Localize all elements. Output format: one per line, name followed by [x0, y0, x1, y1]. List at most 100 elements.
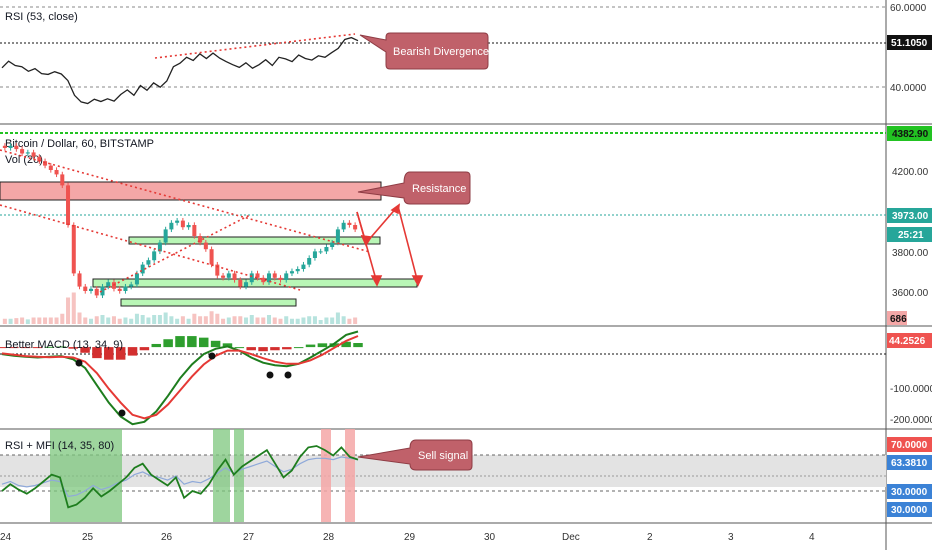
- volume-bar: [94, 316, 99, 324]
- volume-bar: [324, 317, 329, 324]
- macd-hist-bar: [20, 347, 31, 349]
- candle-body: [307, 258, 312, 265]
- rsimfi-70-label: 70.0000: [891, 440, 928, 451]
- candle-body: [8, 145, 13, 148]
- volume-bar: [2, 318, 7, 324]
- macd-histogram: [0, 336, 363, 360]
- volume-bar: [100, 315, 105, 324]
- rsi-divergence-line: [154, 33, 356, 59]
- x-tick-30: 30: [484, 532, 496, 543]
- x-tick-28: 28: [323, 532, 335, 543]
- volume-bar: [341, 316, 346, 324]
- price-current-tag: [887, 208, 932, 223]
- price-current-label: 3973.00: [892, 211, 929, 222]
- macd-value-tag: [887, 333, 932, 348]
- lower-trend-line: [0, 204, 301, 291]
- rsimfi-current-tag: [887, 455, 932, 470]
- candle-body: [20, 149, 25, 154]
- volume-bar: [88, 318, 94, 324]
- candle-body: [353, 225, 358, 230]
- candle-body: [266, 273, 272, 283]
- candle-body: [341, 222, 346, 230]
- x-tick-4: 4: [809, 532, 815, 543]
- volume-bar: [83, 317, 88, 324]
- rsimfi-title: RSI + MFI (14, 35, 80): [5, 440, 114, 452]
- candle-body: [106, 282, 111, 287]
- candle-body: [43, 161, 48, 166]
- volume-bar: [238, 316, 243, 324]
- candle-body: [152, 251, 157, 261]
- candle-body: [117, 288, 122, 291]
- macd-title: Better MACD (13, 34, 9): [5, 339, 123, 351]
- volume-bar: [272, 317, 277, 324]
- macd-hist-bar: [329, 343, 340, 348]
- macd-panel: Better MACD (13, 34, 9) -100.0000 -200.0…: [0, 330, 932, 426]
- volume-bars: [2, 292, 358, 324]
- candle-body: [221, 275, 226, 278]
- volume-bar: [54, 317, 59, 324]
- volume-bar: [43, 317, 48, 324]
- x-tick-24: 24: [0, 532, 12, 543]
- candle-body: [192, 225, 197, 236]
- candle-body: [244, 282, 249, 287]
- x-tick-26: 26: [161, 532, 173, 543]
- rsi-series-line: [1, 36, 359, 105]
- macd-hist-bar: [127, 347, 138, 356]
- x-tick-29: 29: [404, 532, 416, 543]
- candle-body: [255, 273, 260, 278]
- macd-hist-bar: [222, 343, 233, 348]
- candle-body: [31, 152, 36, 157]
- candle-body: [66, 185, 71, 225]
- x-tick-3: 3: [728, 532, 734, 543]
- rsimfi-panel: RSI + MFI (14, 35, 80) Sell signal 70.00…: [0, 429, 932, 522]
- volume-bar: [146, 317, 151, 324]
- candle-body: [312, 251, 317, 258]
- support-zone-lower: [120, 298, 297, 307]
- candle-body: [129, 284, 134, 287]
- volume-bar: [37, 317, 42, 324]
- macd-hist-bar: [80, 347, 90, 353]
- volume-bar: [20, 317, 25, 324]
- resistance-text: Resistance: [412, 183, 466, 195]
- candle-body: [88, 288, 94, 291]
- volume-bar: [77, 312, 82, 324]
- candle-body: [94, 288, 99, 296]
- candle-body: [198, 236, 203, 243]
- macd-tick-neg200: -200.0000: [890, 415, 932, 426]
- macd-hist-bar: [175, 336, 185, 348]
- volume-bar: [244, 317, 249, 324]
- candle-body: [203, 242, 208, 250]
- volume-bar: [301, 317, 306, 324]
- price-tick-4200: 4200.00: [892, 167, 929, 178]
- macd-hist-bar: [293, 347, 304, 349]
- macd-hist-bar: [305, 344, 316, 348]
- volume-bar: [307, 316, 312, 324]
- macd-hist-bar: [317, 343, 328, 348]
- candle-body: [209, 249, 214, 265]
- countdown-label: 25:21: [898, 230, 924, 241]
- volume-bar: [266, 315, 272, 324]
- price-tick-3800: 3800.00: [892, 248, 929, 259]
- candle-body: [284, 273, 289, 280]
- macd-hist-bar: [68, 347, 78, 349]
- volume-bar: [335, 312, 340, 324]
- oversold-zone-3: [234, 429, 244, 522]
- volume-bar: [71, 292, 76, 324]
- volume-bar: [261, 317, 266, 324]
- volume-bar: [209, 311, 214, 324]
- volume-bar: [278, 318, 283, 324]
- rsimfi-current-label: 63.3810: [891, 458, 928, 469]
- candle-body: [54, 170, 59, 175]
- candle-body: [157, 242, 162, 252]
- macd-hist-bar: [210, 340, 221, 348]
- volume-bar: [31, 317, 36, 324]
- candle-body: [261, 277, 266, 283]
- support-zone-middle: [92, 278, 418, 288]
- macd-hist-bar: [246, 347, 256, 351]
- candle-body: [289, 271, 294, 274]
- macd-hist-bar: [151, 343, 162, 348]
- candle-body: [324, 247, 329, 252]
- macd-hist-bar: [163, 339, 173, 348]
- rsimfi-30-tag-2: [887, 502, 932, 517]
